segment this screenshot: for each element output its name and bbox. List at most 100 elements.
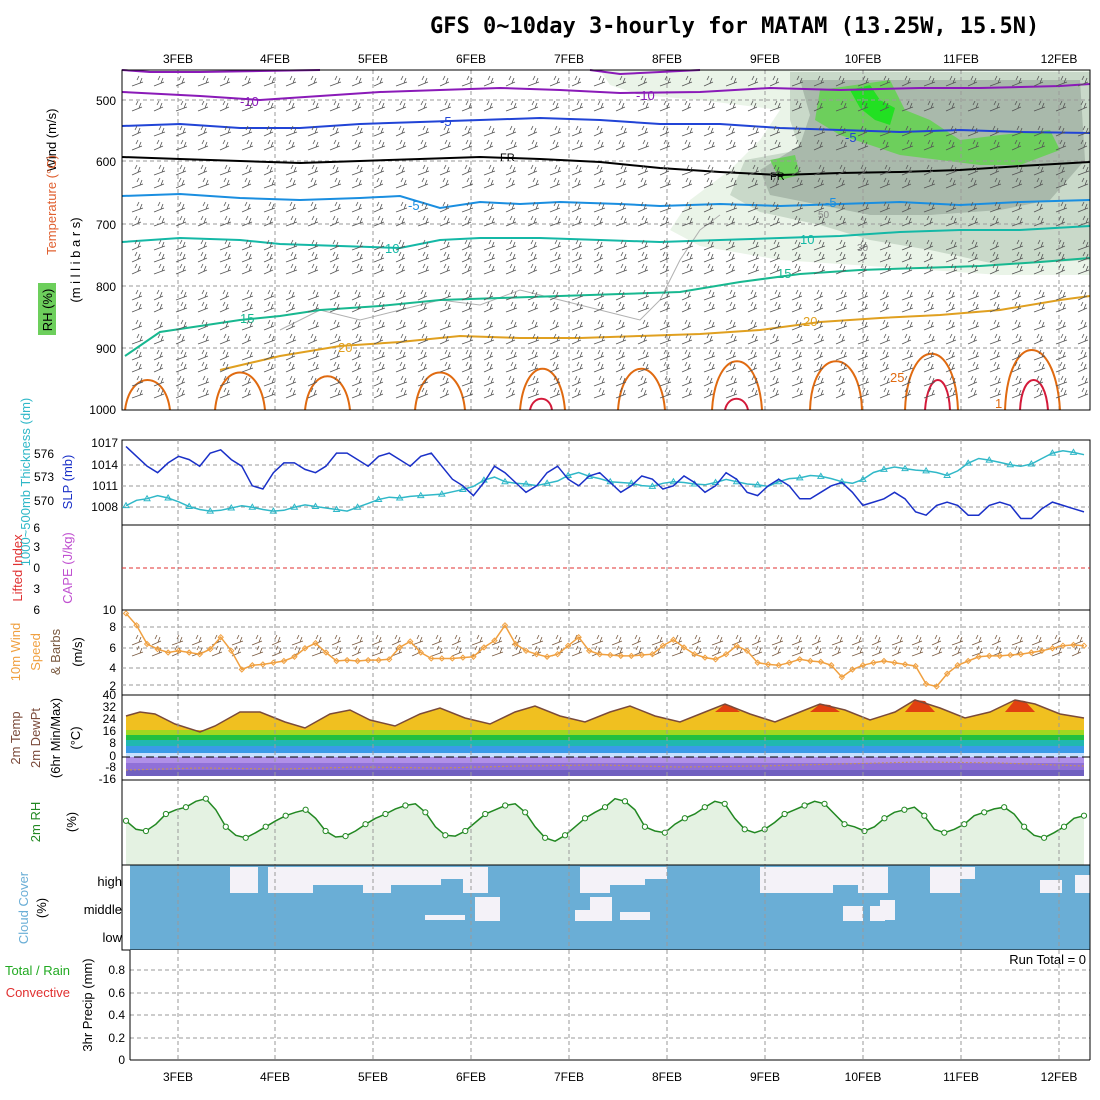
wind10-point <box>154 645 161 653</box>
wind-barb <box>945 319 956 331</box>
bottom-date-label: 9FEB <box>750 1070 780 1084</box>
wind-barb <box>615 125 628 137</box>
wind-barb <box>769 125 781 137</box>
wind-barb <box>681 75 693 87</box>
wind-barb <box>1077 215 1090 227</box>
li-axis-label: Lifted Index <box>10 534 25 602</box>
wind-barb <box>1033 215 1045 227</box>
rh2m-series <box>122 795 1088 865</box>
wind-barb <box>131 139 143 151</box>
wind-barb <box>329 177 342 189</box>
wind-barb <box>153 125 166 137</box>
li-tick: 3 <box>33 582 40 596</box>
temp-tick: 32 <box>103 700 117 714</box>
wind10-point <box>870 659 877 666</box>
wind-barb <box>571 139 584 151</box>
wind-barb <box>197 164 208 176</box>
wind10-point <box>786 659 793 666</box>
temp-contour-30-arcs <box>529 379 1049 411</box>
wind-barb <box>769 375 780 387</box>
wind-barb <box>417 139 428 151</box>
top-date-label: 7FEB <box>554 52 584 66</box>
wind-barb <box>1055 333 1068 345</box>
wind10-point <box>743 647 751 655</box>
wind-barb <box>153 375 165 387</box>
thickness-point <box>880 465 888 472</box>
wind-barb <box>131 301 143 313</box>
wind-barb <box>395 215 406 227</box>
wind-barb <box>395 100 407 112</box>
wind-barb <box>511 645 523 657</box>
temp-contour-m10 <box>121 83 1091 102</box>
contour-label: 15 <box>777 266 791 281</box>
wind-barb <box>373 215 385 227</box>
wind-barb <box>307 375 318 387</box>
wind-barb <box>791 387 804 399</box>
rh-contour-gray <box>279 214 721 331</box>
wind-barb <box>923 301 935 313</box>
wind-barb <box>263 215 274 227</box>
wind-barb <box>813 139 824 151</box>
rh2m-point <box>422 809 429 816</box>
wind-barb <box>483 289 494 301</box>
wind-barb <box>747 215 760 227</box>
wind-barb <box>1055 201 1068 213</box>
wind-barb <box>945 349 956 361</box>
wind-barb <box>197 75 210 87</box>
thickness-point <box>859 475 867 482</box>
wind-barb <box>395 75 408 87</box>
contour-label: 10 <box>385 241 399 256</box>
wind-barb <box>131 289 143 301</box>
wind-barb <box>395 289 407 301</box>
wind10-point <box>164 649 172 656</box>
thickness-point <box>669 477 678 485</box>
cloud-axis-label: Cloud Cover <box>16 871 31 944</box>
wind-barb <box>989 319 1001 331</box>
wind-barb <box>527 177 540 189</box>
wind10-point <box>491 637 498 644</box>
rh2m-point <box>482 810 489 818</box>
rh2m-point <box>342 833 349 840</box>
wind-barb <box>483 361 494 373</box>
wind-barb <box>505 177 516 189</box>
wind-barb <box>307 139 320 151</box>
rh2m-point <box>402 802 409 809</box>
wind-barb <box>527 100 539 112</box>
wind-barb <box>615 333 627 345</box>
wind-barb <box>527 263 538 275</box>
wind-barb <box>527 301 539 313</box>
wind10-point <box>596 650 603 658</box>
wind-barb <box>615 239 628 251</box>
wind-barb <box>703 139 716 151</box>
wind-barb <box>505 239 517 251</box>
wind-barb <box>263 349 275 361</box>
wind-barb <box>593 125 604 137</box>
temp-axis-label-c: (6hr Min/Max) <box>48 698 63 778</box>
wind-tick: 8 <box>109 620 116 634</box>
wind-barb <box>241 387 252 399</box>
wind-barb <box>219 375 231 387</box>
wind-barb <box>439 301 452 313</box>
wind-barb <box>1077 333 1089 345</box>
wind-barb <box>747 349 758 361</box>
wind-barb <box>461 319 473 331</box>
wind-barb <box>945 125 958 137</box>
wind-barb <box>373 125 385 137</box>
wind-barb <box>835 361 848 373</box>
wind-barb <box>1033 289 1046 301</box>
wind-barb <box>1033 301 1046 313</box>
wind-barb <box>791 251 802 263</box>
wind-barb <box>831 634 844 646</box>
wind-barb <box>1011 349 1022 361</box>
wind-barb <box>307 239 319 251</box>
wind-barb <box>857 164 868 176</box>
wind-barb <box>241 125 253 137</box>
wind-tick: 6 <box>109 641 116 655</box>
bottom-date-label: 8FEB <box>652 1070 682 1084</box>
wind-barb <box>241 361 254 373</box>
wind-barb <box>271 645 283 657</box>
wind-barb <box>725 333 738 345</box>
wind-barb <box>879 239 892 251</box>
wind-barb <box>769 387 780 399</box>
wind-barb <box>197 177 210 189</box>
